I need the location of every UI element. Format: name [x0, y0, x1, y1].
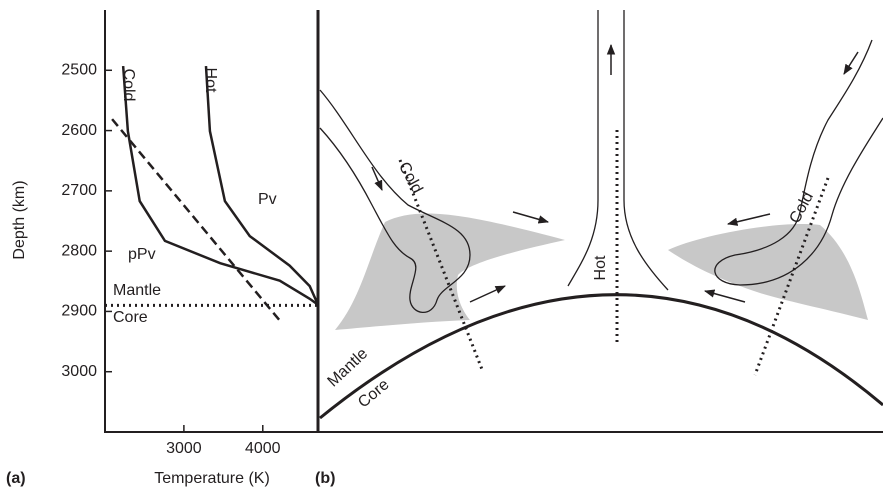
x-axis-label: Temperature (K)	[154, 470, 270, 487]
arrow	[513, 212, 548, 222]
annotation: pPv	[128, 246, 156, 263]
blob	[335, 214, 565, 330]
annotation: Mantle	[113, 282, 161, 299]
arrow	[705, 291, 745, 302]
x-tick-label: 4000	[245, 440, 281, 457]
annotation: Core	[113, 309, 148, 326]
series-label: Hot	[202, 68, 219, 93]
y-tick-label: 2500	[61, 62, 97, 79]
arrow	[844, 52, 858, 74]
figure: Cold Hot Cold Mantle Core (b) (a) Temper…	[0, 0, 883, 491]
plume	[624, 10, 668, 290]
y-tick-label: 3000	[61, 363, 97, 380]
y-tick-label: 2600	[61, 122, 97, 139]
series-label: Cold	[120, 69, 137, 102]
diagram-label: Core	[355, 376, 393, 411]
diagram-label: Cold	[787, 189, 817, 226]
x-tick-label: 3000	[166, 440, 202, 457]
plume	[568, 10, 598, 286]
y-tick-label: 2900	[61, 303, 97, 320]
arrow	[728, 214, 770, 224]
diagram-label: Hot	[592, 255, 609, 280]
y-axis-label: Depth (km)	[11, 180, 28, 259]
annotation: Pv	[258, 191, 277, 208]
series-line	[206, 66, 318, 305]
arrow	[470, 286, 505, 302]
y-tick-label: 2700	[61, 182, 97, 199]
panel-label: (b)	[315, 470, 335, 487]
y-tick-label: 2800	[61, 242, 97, 259]
panel-label: (a)	[6, 470, 26, 487]
diagram: Cold Hot Cold Mantle Core (b)	[315, 10, 883, 487]
diagram-label: Cold	[395, 159, 425, 196]
